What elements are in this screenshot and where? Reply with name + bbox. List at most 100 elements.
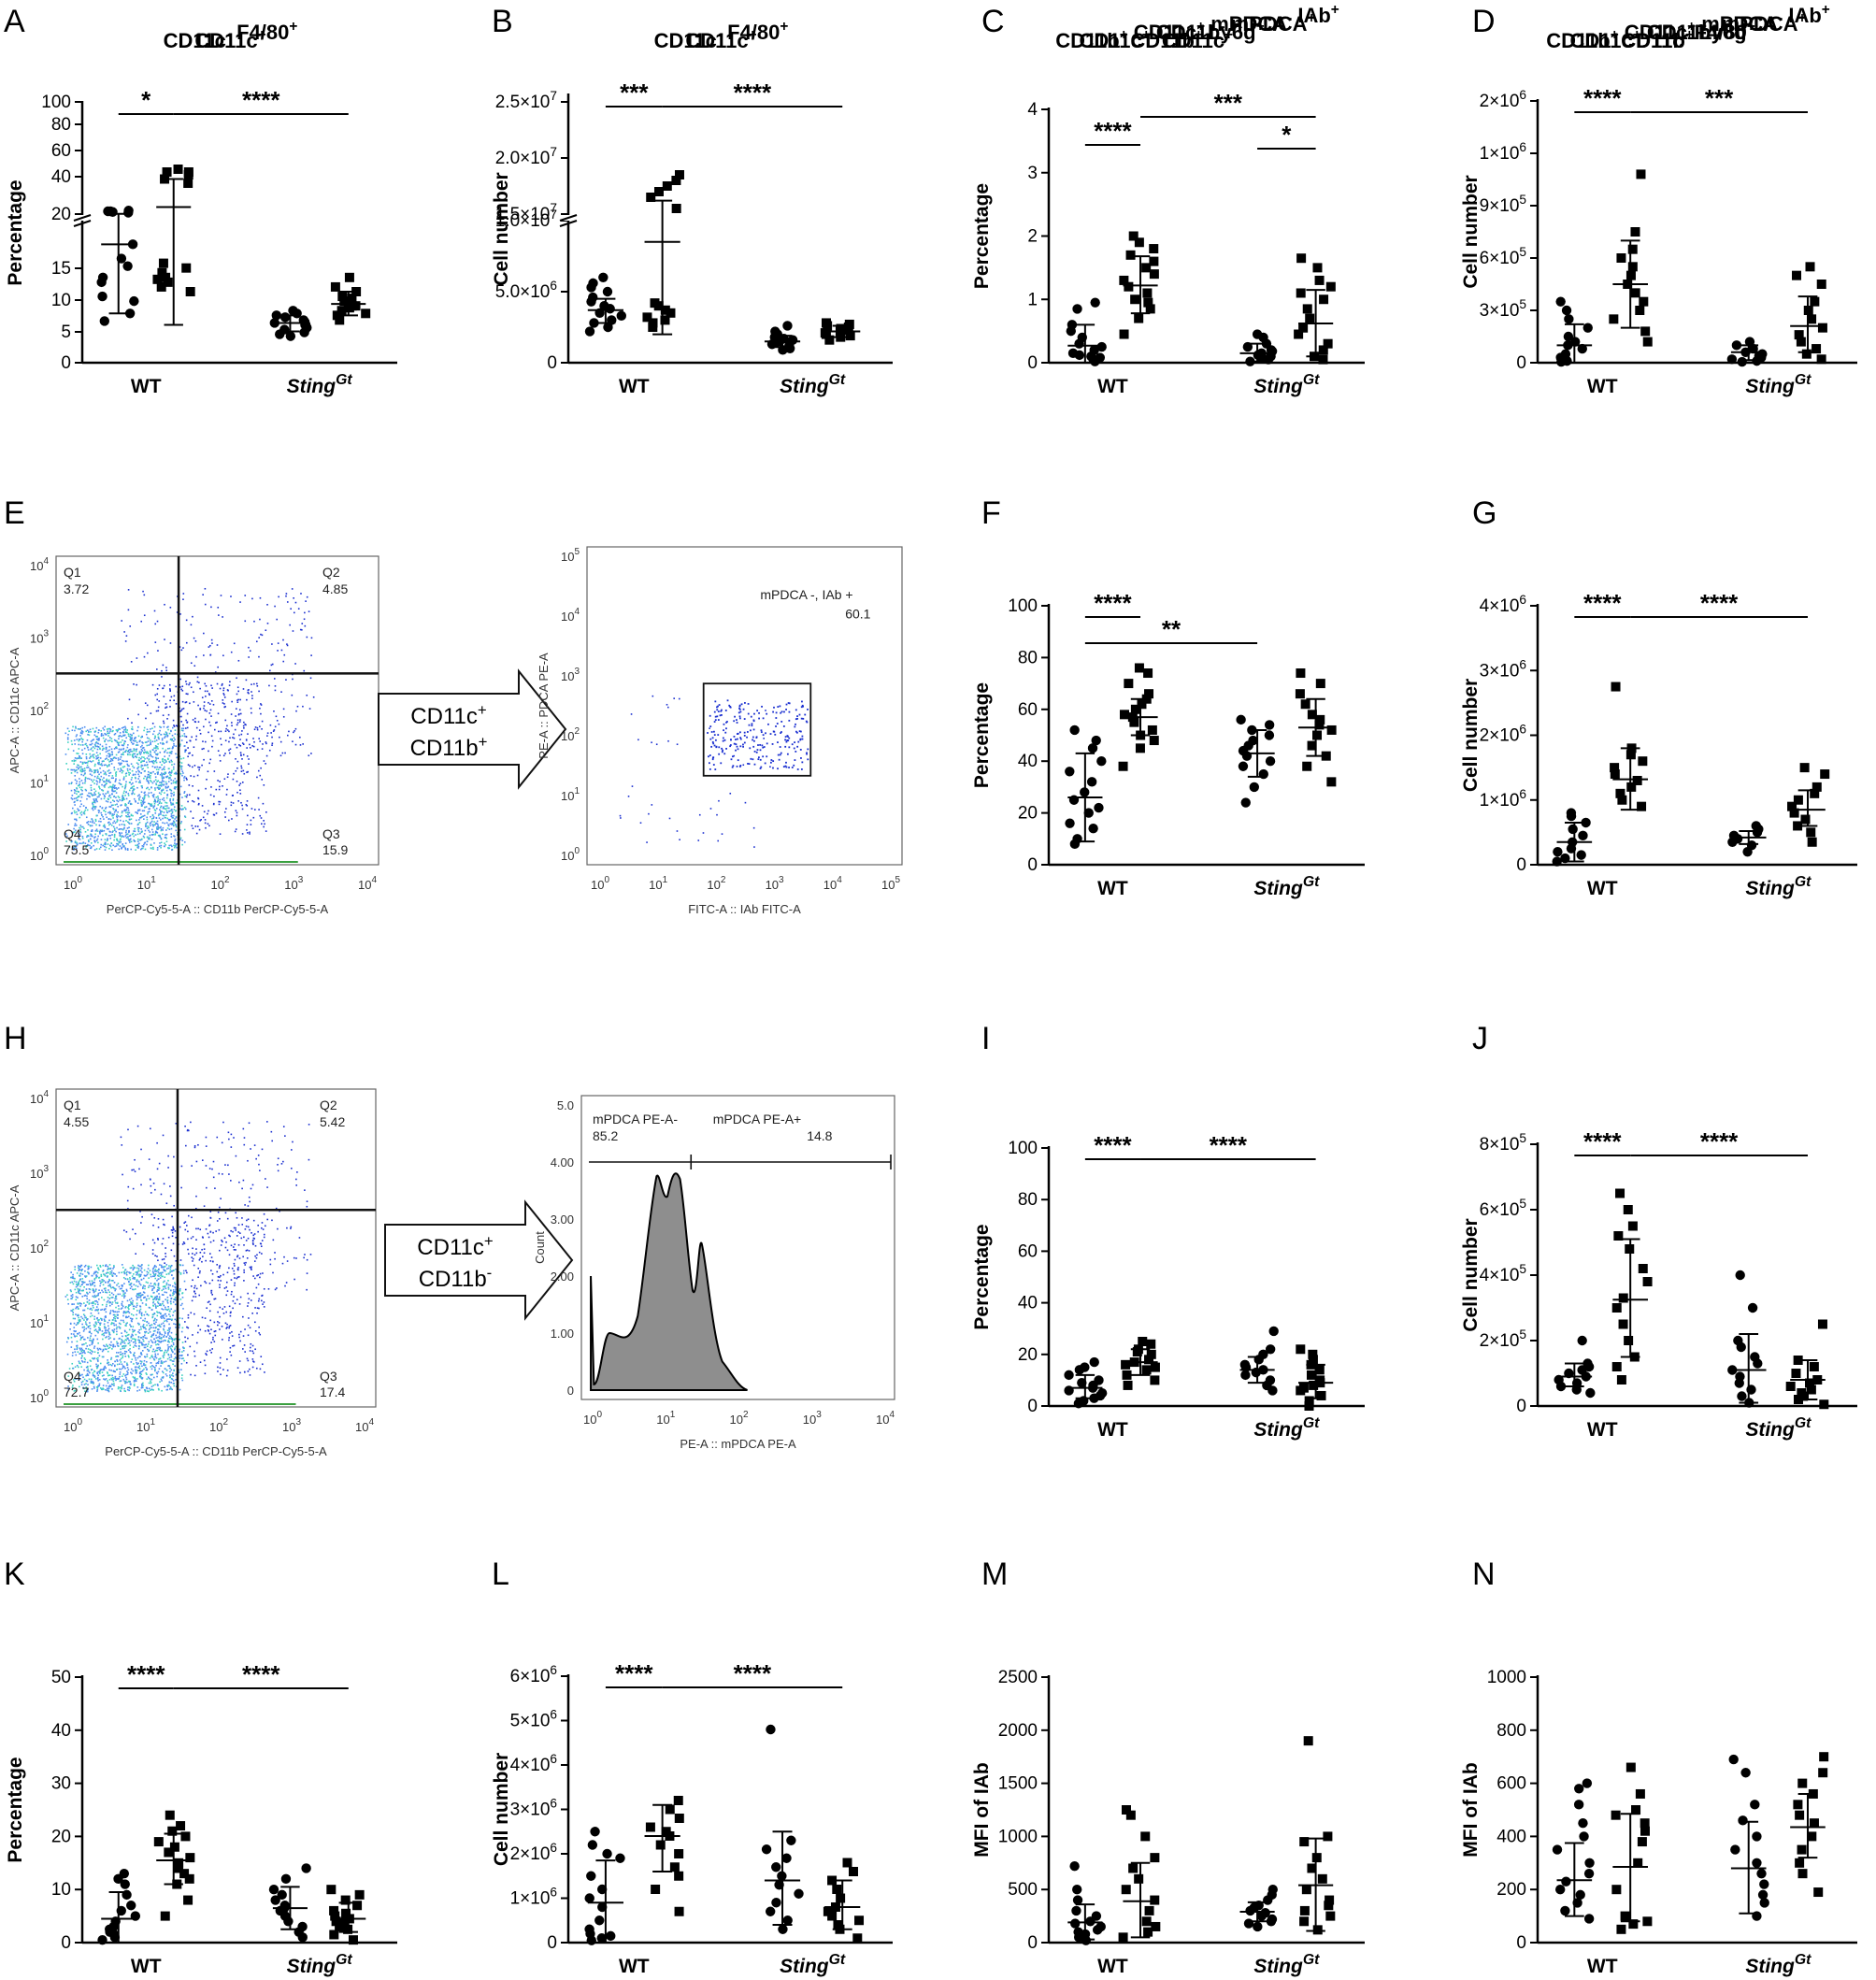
event-dot — [113, 834, 116, 837]
data-point — [1311, 1853, 1322, 1863]
event-dot — [173, 725, 175, 726]
y-tick-label: 1500 — [998, 1774, 1038, 1794]
data-point — [280, 1873, 292, 1885]
event-dot — [294, 743, 297, 746]
event-dot — [195, 1365, 197, 1367]
event-dot — [120, 768, 122, 771]
data-point — [1615, 788, 1625, 798]
event-dot — [80, 1315, 82, 1318]
event-dot — [93, 806, 96, 809]
event-dot — [101, 829, 103, 832]
event-dot — [150, 775, 151, 777]
event-dot — [750, 729, 752, 732]
event-dot — [102, 790, 104, 792]
y-tick-label: 0 — [1027, 1933, 1038, 1953]
data-point — [1264, 720, 1275, 730]
event-dot — [107, 1347, 110, 1350]
data-point — [1631, 1805, 1641, 1815]
event-dot — [81, 740, 83, 743]
event-dot — [234, 1277, 236, 1279]
event-dot — [90, 1266, 93, 1269]
group-2 — [268, 1863, 311, 1943]
event-dot — [238, 734, 240, 737]
event-dot — [160, 846, 162, 849]
event-dot — [239, 698, 241, 701]
event-dot — [85, 1288, 88, 1290]
event-dot — [141, 765, 144, 767]
event-dot — [86, 795, 89, 796]
event-dot — [281, 752, 284, 754]
event-dot — [76, 799, 79, 802]
data-point — [1119, 329, 1129, 339]
event-dot — [209, 1319, 211, 1322]
event-dot — [247, 814, 249, 817]
event-dot — [113, 1316, 115, 1319]
event-dot — [105, 843, 107, 846]
event-dot — [266, 604, 268, 606]
event-dot — [162, 1340, 165, 1342]
event-dot — [799, 730, 802, 733]
data-point — [160, 1911, 170, 1921]
event-dot — [729, 706, 732, 709]
event-dot — [246, 805, 249, 807]
event-dot — [114, 1311, 117, 1313]
event-dot — [161, 783, 164, 786]
event-dot — [150, 1355, 153, 1356]
event-dot — [101, 779, 104, 781]
event-dot — [222, 1273, 224, 1276]
data-point — [1581, 817, 1591, 828]
event-dot — [148, 811, 150, 813]
event-dot — [717, 734, 720, 736]
event-dot — [122, 776, 125, 778]
event-dot — [113, 820, 116, 823]
event-dot — [217, 1279, 220, 1282]
event-dot — [282, 638, 284, 641]
event-dot — [198, 682, 200, 683]
event-dot — [309, 1254, 312, 1255]
event-dot — [117, 843, 119, 845]
event-dot — [180, 710, 182, 711]
event-dot — [676, 743, 679, 746]
event-dot — [152, 848, 154, 850]
event-dot — [81, 761, 84, 764]
event-dot — [123, 845, 125, 848]
event-dot — [121, 832, 123, 834]
event-dot — [163, 762, 165, 764]
data-point — [344, 272, 354, 282]
event-dot — [113, 790, 116, 793]
event-dot — [165, 811, 168, 813]
data-point — [1295, 689, 1305, 699]
event-dot — [71, 811, 73, 814]
event-dot — [101, 1330, 104, 1332]
y-axis-label: MFI of IAb — [971, 1762, 993, 1857]
data-point — [1731, 340, 1742, 351]
event-dot — [157, 825, 159, 826]
event-dot — [145, 778, 148, 781]
event-dot — [90, 786, 93, 789]
event-dot — [161, 773, 164, 776]
event-dot — [133, 732, 135, 735]
event-dot — [236, 767, 238, 769]
event-dot — [176, 780, 178, 782]
event-dot — [187, 800, 189, 803]
event-dot — [175, 802, 178, 804]
event-dot — [199, 708, 202, 710]
event-dot — [146, 836, 149, 839]
event-dot — [261, 727, 263, 730]
data-point — [761, 1844, 772, 1855]
event-dot — [93, 1326, 95, 1328]
event-dot — [102, 815, 104, 818]
event-dot — [135, 811, 136, 813]
event-dot — [197, 721, 200, 723]
group-0 — [1552, 1778, 1595, 1924]
event-dot — [108, 811, 111, 813]
event-dot — [115, 753, 118, 756]
event-dot — [158, 1368, 161, 1370]
event-dot — [126, 1199, 129, 1202]
data-point — [1253, 1921, 1263, 1932]
event-dot — [101, 749, 104, 752]
event-dot — [71, 798, 74, 800]
event-dot — [258, 809, 260, 811]
y-axis-label: APC-A :: CD11c APC-A — [7, 647, 21, 773]
event-dot — [297, 608, 300, 610]
